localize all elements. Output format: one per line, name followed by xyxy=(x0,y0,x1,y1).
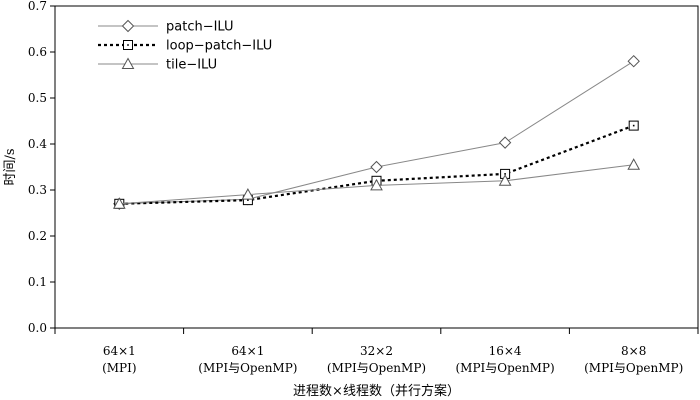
diamond-marker xyxy=(121,19,135,33)
x-tick-label: 64×1 xyxy=(103,344,136,358)
y-tick-label: 0.7 xyxy=(28,0,47,13)
y-tick-label: 0.0 xyxy=(28,321,47,335)
x-tick-label: (MPI与OpenMP) xyxy=(456,361,555,375)
x-tick-label: 64×1 xyxy=(231,344,264,358)
legend-item: tile−ILU xyxy=(98,57,217,73)
series-3 xyxy=(112,158,641,209)
y-tick-label: 0.4 xyxy=(28,137,47,151)
diamond-marker xyxy=(498,136,512,149)
x-tick-label: (MPI与OpenMP) xyxy=(327,361,426,375)
x-axis-title: 进程数×线程数（并行方案） xyxy=(293,383,460,399)
legend-item: loop−patch−ILU xyxy=(98,39,272,54)
square-marker-dot xyxy=(504,173,506,175)
square-marker-dot xyxy=(247,199,249,201)
x-tick-label: 16×4 xyxy=(489,344,522,358)
diamond-marker xyxy=(370,160,383,174)
y-tick-label: 0.3 xyxy=(28,183,47,197)
triangle-marker xyxy=(498,174,512,186)
y-tick-label: 0.5 xyxy=(28,91,47,105)
triangle-marker xyxy=(627,158,641,170)
y-axis-title: 时间/s xyxy=(3,148,18,185)
plot-frame xyxy=(54,5,699,329)
legend-item: patch−ILU xyxy=(98,20,234,35)
triangle-marker xyxy=(241,188,255,200)
x-tick-label: (MPI与OpenMP) xyxy=(584,361,683,375)
y-tick-label: 0.6 xyxy=(28,45,47,59)
legend-label: tile−ILU xyxy=(166,58,217,73)
x-tick-label: 32×2 xyxy=(360,344,393,358)
square-marker-dot xyxy=(127,44,129,46)
y-tick-label: 0.2 xyxy=(28,229,47,243)
y-tick-label: 0.1 xyxy=(28,275,47,289)
x-tick-label: 8×8 xyxy=(621,344,646,358)
diamond-marker xyxy=(627,54,640,68)
square-marker-dot xyxy=(632,124,635,127)
series-layer xyxy=(112,54,641,211)
triangle-marker xyxy=(370,178,383,191)
legend: patch−ILU loop−patch−ILU tile−ILU xyxy=(98,20,272,73)
triangle-marker xyxy=(112,197,126,209)
x-tick-label: (MPI) xyxy=(102,361,136,375)
x-tick-label: (MPI与OpenMP) xyxy=(198,361,297,375)
legend-label: patch−ILU xyxy=(166,20,234,35)
axes: 0.0 0.1 0.2 0.3 0.4 0.5 0.6 0.7 64×1 (MPI) 64×1 (MP… xyxy=(28,0,699,375)
triangle-marker xyxy=(121,57,135,69)
legend-label: loop−patch−ILU xyxy=(166,39,272,54)
